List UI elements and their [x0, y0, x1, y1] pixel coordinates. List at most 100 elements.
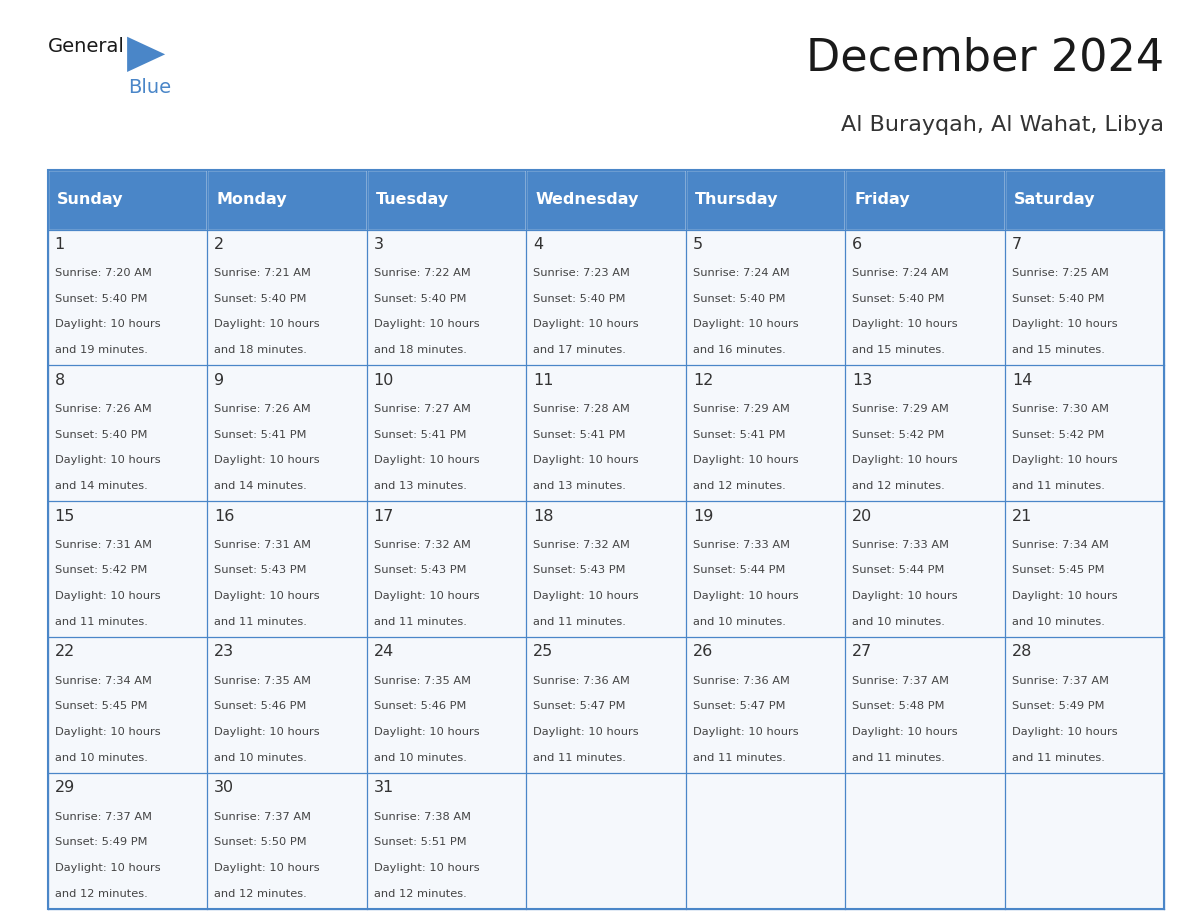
- Text: Sunrise: 7:38 AM: Sunrise: 7:38 AM: [374, 812, 470, 822]
- Text: Sunset: 5:46 PM: Sunset: 5:46 PM: [374, 701, 466, 711]
- Bar: [1005, 501, 1164, 637]
- Bar: [48, 637, 207, 773]
- Text: Sunset: 5:40 PM: Sunset: 5:40 PM: [214, 294, 307, 304]
- Text: and 17 minutes.: and 17 minutes.: [533, 345, 626, 355]
- Bar: [845, 170, 1005, 230]
- Text: Daylight: 10 hours: Daylight: 10 hours: [214, 591, 320, 601]
- Text: Thursday: Thursday: [695, 192, 778, 207]
- Text: 15: 15: [55, 509, 75, 523]
- Text: 27: 27: [852, 644, 872, 659]
- Text: 2: 2: [214, 237, 225, 252]
- Text: Sunrise: 7:30 AM: Sunrise: 7:30 AM: [1012, 404, 1108, 414]
- Text: Sunset: 5:40 PM: Sunset: 5:40 PM: [1012, 294, 1105, 304]
- Text: and 12 minutes.: and 12 minutes.: [55, 889, 147, 899]
- Bar: [367, 637, 526, 773]
- Text: Daylight: 10 hours: Daylight: 10 hours: [533, 727, 639, 737]
- Text: Daylight: 10 hours: Daylight: 10 hours: [55, 591, 160, 601]
- Text: Daylight: 10 hours: Daylight: 10 hours: [852, 727, 958, 737]
- Text: Daylight: 10 hours: Daylight: 10 hours: [374, 863, 479, 873]
- Bar: [367, 773, 526, 909]
- Text: Daylight: 10 hours: Daylight: 10 hours: [693, 727, 798, 737]
- Text: Sunrise: 7:31 AM: Sunrise: 7:31 AM: [55, 540, 152, 550]
- Text: and 12 minutes.: and 12 minutes.: [852, 481, 946, 491]
- Text: Sunrise: 7:37 AM: Sunrise: 7:37 AM: [55, 812, 152, 822]
- Bar: [845, 637, 1005, 773]
- Text: 10: 10: [374, 373, 394, 387]
- Text: 17: 17: [374, 509, 394, 523]
- Text: Sunset: 5:40 PM: Sunset: 5:40 PM: [533, 294, 626, 304]
- Text: Sunrise: 7:26 AM: Sunrise: 7:26 AM: [214, 404, 311, 414]
- Bar: [367, 170, 526, 230]
- Text: Daylight: 10 hours: Daylight: 10 hours: [533, 455, 639, 465]
- Text: 8: 8: [55, 373, 65, 387]
- Text: and 10 minutes.: and 10 minutes.: [55, 753, 147, 763]
- Text: and 10 minutes.: and 10 minutes.: [1012, 617, 1105, 627]
- Text: Sunset: 5:40 PM: Sunset: 5:40 PM: [693, 294, 785, 304]
- Bar: [845, 365, 1005, 501]
- Text: Sunset: 5:46 PM: Sunset: 5:46 PM: [214, 701, 307, 711]
- Text: Sunset: 5:41 PM: Sunset: 5:41 PM: [693, 430, 785, 440]
- Text: Daylight: 10 hours: Daylight: 10 hours: [374, 455, 479, 465]
- Text: Sunrise: 7:29 AM: Sunrise: 7:29 AM: [693, 404, 790, 414]
- Bar: [207, 365, 367, 501]
- Text: Sunset: 5:42 PM: Sunset: 5:42 PM: [852, 430, 944, 440]
- Text: and 11 minutes.: and 11 minutes.: [533, 753, 626, 763]
- Text: Sunrise: 7:36 AM: Sunrise: 7:36 AM: [533, 676, 630, 686]
- Text: Sunset: 5:51 PM: Sunset: 5:51 PM: [374, 837, 467, 847]
- Text: 4: 4: [533, 237, 543, 252]
- Text: Daylight: 10 hours: Daylight: 10 hours: [55, 727, 160, 737]
- Bar: [845, 501, 1005, 637]
- Text: Daylight: 10 hours: Daylight: 10 hours: [55, 319, 160, 330]
- Bar: [367, 501, 526, 637]
- Text: Daylight: 10 hours: Daylight: 10 hours: [214, 727, 320, 737]
- Text: and 19 minutes.: and 19 minutes.: [55, 345, 147, 355]
- Bar: [207, 170, 367, 230]
- Text: 26: 26: [693, 644, 713, 659]
- Text: Sunrise: 7:34 AM: Sunrise: 7:34 AM: [1012, 540, 1108, 550]
- Text: Sunrise: 7:35 AM: Sunrise: 7:35 AM: [374, 676, 470, 686]
- Bar: [1005, 170, 1164, 230]
- Bar: [685, 637, 845, 773]
- Text: Daylight: 10 hours: Daylight: 10 hours: [214, 319, 320, 330]
- Text: 5: 5: [693, 237, 703, 252]
- Text: Daylight: 10 hours: Daylight: 10 hours: [1012, 591, 1118, 601]
- Text: Sunrise: 7:37 AM: Sunrise: 7:37 AM: [852, 676, 949, 686]
- Text: 18: 18: [533, 509, 554, 523]
- Bar: [526, 501, 685, 637]
- Text: Daylight: 10 hours: Daylight: 10 hours: [1012, 319, 1118, 330]
- Bar: [845, 230, 1005, 365]
- Text: General: General: [48, 37, 125, 56]
- Text: 21: 21: [1012, 509, 1032, 523]
- Text: and 11 minutes.: and 11 minutes.: [55, 617, 147, 627]
- Text: Sunset: 5:44 PM: Sunset: 5:44 PM: [693, 565, 785, 576]
- Bar: [685, 230, 845, 365]
- Text: Sunset: 5:45 PM: Sunset: 5:45 PM: [55, 701, 147, 711]
- Text: and 11 minutes.: and 11 minutes.: [852, 753, 946, 763]
- Text: 14: 14: [1012, 373, 1032, 387]
- Text: Tuesday: Tuesday: [377, 192, 449, 207]
- Bar: [685, 773, 845, 909]
- Text: 24: 24: [374, 644, 394, 659]
- Text: Sunset: 5:50 PM: Sunset: 5:50 PM: [214, 837, 307, 847]
- Text: 6: 6: [852, 237, 862, 252]
- Text: Sunset: 5:42 PM: Sunset: 5:42 PM: [1012, 430, 1104, 440]
- Text: Sunset: 5:41 PM: Sunset: 5:41 PM: [533, 430, 626, 440]
- Text: Daylight: 10 hours: Daylight: 10 hours: [374, 591, 479, 601]
- Text: Sunrise: 7:25 AM: Sunrise: 7:25 AM: [1012, 268, 1108, 278]
- Text: 1: 1: [55, 237, 65, 252]
- Bar: [48, 365, 207, 501]
- Text: 31: 31: [374, 780, 394, 795]
- Text: Sunrise: 7:22 AM: Sunrise: 7:22 AM: [374, 268, 470, 278]
- Bar: [367, 365, 526, 501]
- Text: Daylight: 10 hours: Daylight: 10 hours: [852, 455, 958, 465]
- Text: 7: 7: [1012, 237, 1022, 252]
- Text: and 10 minutes.: and 10 minutes.: [852, 617, 946, 627]
- Text: 25: 25: [533, 644, 554, 659]
- Text: Daylight: 10 hours: Daylight: 10 hours: [1012, 727, 1118, 737]
- Text: Blue: Blue: [128, 78, 171, 97]
- Bar: [845, 773, 1005, 909]
- Text: Sunrise: 7:23 AM: Sunrise: 7:23 AM: [533, 268, 630, 278]
- Text: Daylight: 10 hours: Daylight: 10 hours: [1012, 455, 1118, 465]
- Text: Sunrise: 7:37 AM: Sunrise: 7:37 AM: [1012, 676, 1108, 686]
- Text: Sunset: 5:41 PM: Sunset: 5:41 PM: [374, 430, 466, 440]
